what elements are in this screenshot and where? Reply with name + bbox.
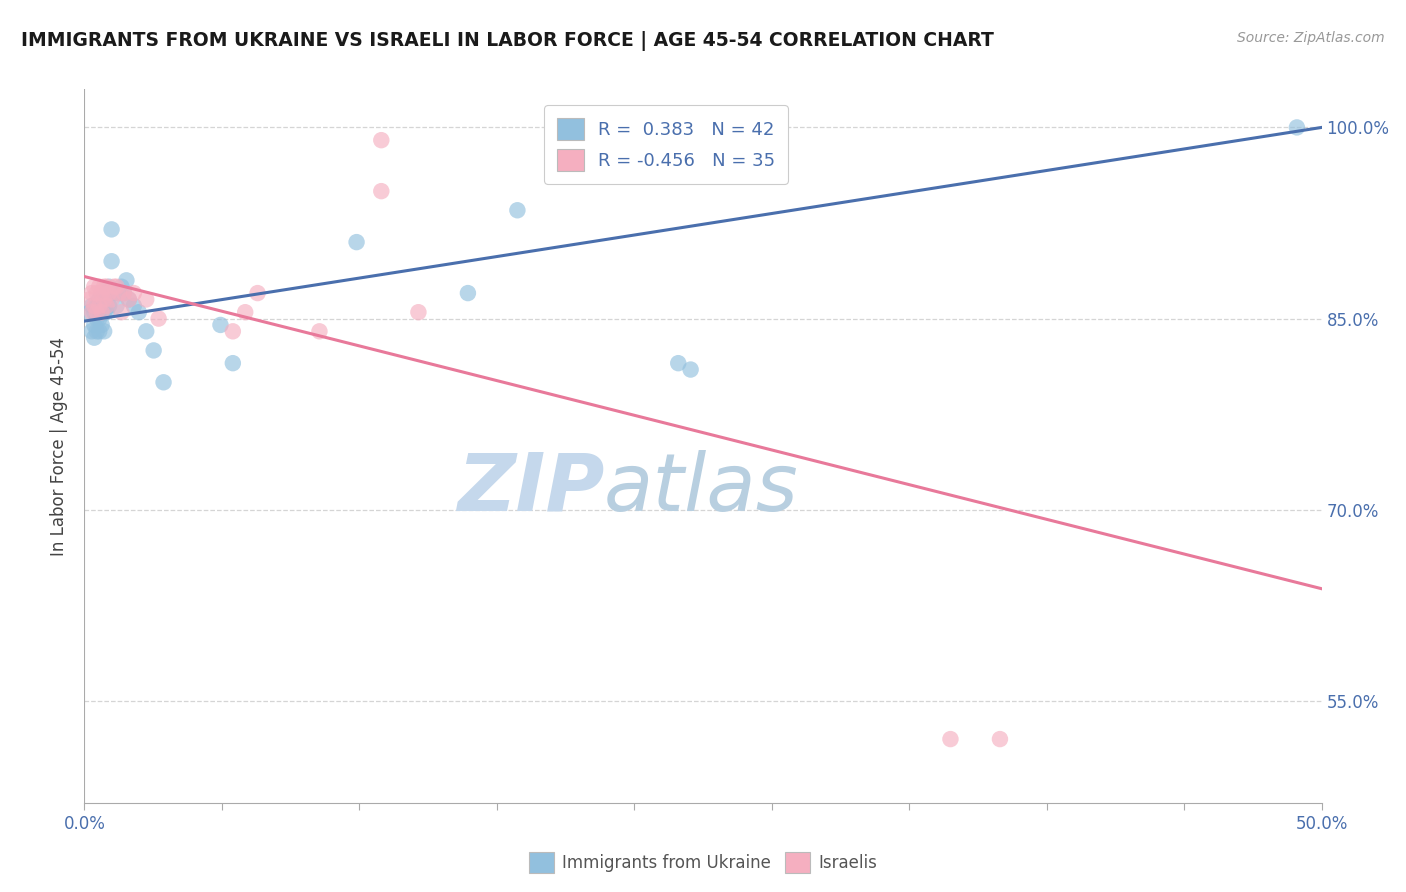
Point — [110, 279, 132, 293]
Point — [98, 279, 121, 293]
Point — [105, 299, 128, 313]
Point — [79, 305, 101, 319]
Text: Source: ZipAtlas.com: Source: ZipAtlas.com — [1237, 31, 1385, 45]
Point — [96, 279, 118, 293]
Point — [122, 286, 145, 301]
Point — [346, 235, 368, 249]
Point — [83, 299, 105, 313]
Point — [96, 299, 118, 313]
Point — [122, 299, 145, 313]
Point — [148, 311, 170, 326]
Point — [96, 305, 118, 319]
Point — [80, 324, 103, 338]
Text: IMMIGRANTS FROM UKRAINE VS ISRAELI IN LABOR FORCE | AGE 45-54 CORRELATION CHART: IMMIGRANTS FROM UKRAINE VS ISRAELI IN LA… — [21, 31, 994, 51]
Point — [90, 318, 112, 332]
Point — [105, 279, 128, 293]
Point — [79, 293, 101, 307]
Point — [80, 299, 103, 313]
Point — [118, 293, 141, 307]
Point — [112, 286, 135, 301]
Point — [108, 286, 131, 301]
Point — [103, 286, 125, 301]
Point — [80, 286, 103, 301]
Point — [83, 305, 105, 319]
Point — [83, 331, 105, 345]
Point — [86, 299, 108, 313]
Point — [1285, 120, 1308, 135]
Text: ZIP: ZIP — [457, 450, 605, 528]
Point — [93, 279, 115, 293]
Point — [110, 305, 132, 319]
Point — [128, 305, 150, 319]
Point — [209, 318, 232, 332]
Point — [100, 222, 122, 236]
Point — [118, 293, 141, 307]
Point — [89, 293, 111, 307]
Point — [135, 293, 157, 307]
Point — [988, 732, 1011, 747]
Point — [83, 318, 105, 332]
Point — [370, 184, 392, 198]
Point — [506, 203, 529, 218]
Point — [93, 293, 115, 307]
Point — [112, 286, 135, 301]
Legend: Immigrants from Ukraine, Israelis: Immigrants from Ukraine, Israelis — [523, 846, 883, 880]
Point — [93, 305, 115, 319]
Point — [103, 279, 125, 293]
Point — [90, 305, 112, 319]
Point — [246, 286, 269, 301]
Point — [115, 273, 138, 287]
Point — [152, 376, 174, 390]
Point — [98, 286, 121, 301]
Point — [86, 324, 108, 338]
Point — [233, 305, 256, 319]
Point — [89, 324, 111, 338]
Point — [666, 356, 689, 370]
Point — [679, 362, 702, 376]
Point — [89, 299, 111, 313]
Point — [93, 324, 115, 338]
Point — [89, 311, 111, 326]
Point — [83, 279, 105, 293]
Point — [98, 299, 121, 313]
Point — [89, 279, 111, 293]
Legend: R =  0.383   N = 42, R = -0.456   N = 35: R = 0.383 N = 42, R = -0.456 N = 35 — [544, 105, 787, 184]
Text: atlas: atlas — [605, 450, 799, 528]
Point — [86, 305, 108, 319]
Point — [86, 286, 108, 301]
Point — [96, 286, 118, 301]
Point — [90, 299, 112, 313]
Point — [457, 286, 479, 301]
Point — [80, 305, 103, 319]
Point — [308, 324, 330, 338]
Point — [222, 356, 245, 370]
Point — [142, 343, 165, 358]
Point — [222, 324, 245, 338]
Point — [100, 293, 122, 307]
Point — [135, 324, 157, 338]
Point — [86, 311, 108, 326]
Point — [108, 286, 131, 301]
Point — [408, 305, 430, 319]
Point — [370, 133, 392, 147]
Point — [90, 286, 112, 301]
Point — [100, 254, 122, 268]
Y-axis label: In Labor Force | Age 45-54: In Labor Force | Age 45-54 — [51, 336, 69, 556]
Point — [939, 732, 962, 747]
